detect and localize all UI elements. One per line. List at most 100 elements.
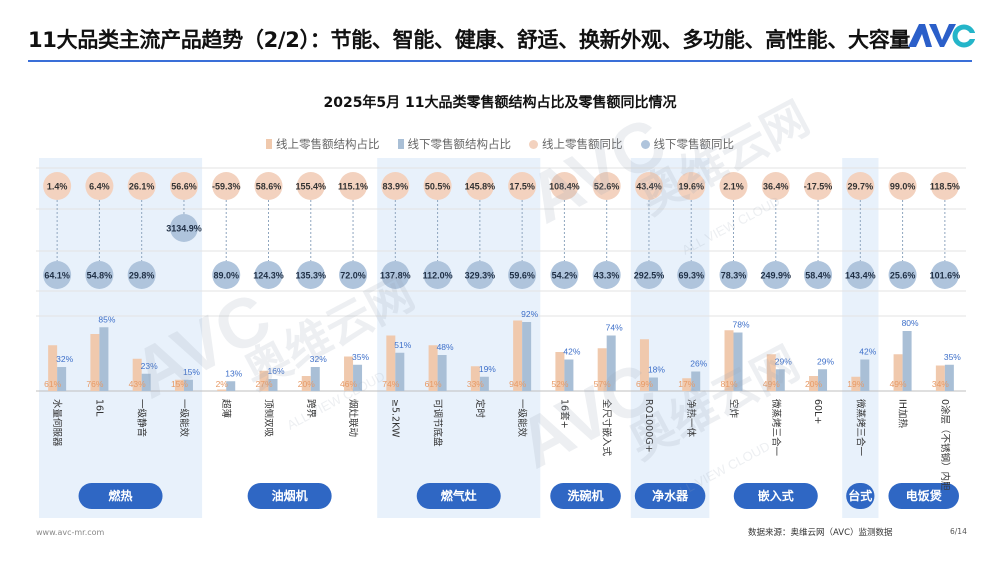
item-label: 顶侧双吸 xyxy=(263,399,275,438)
label-offline-share: 92% xyxy=(521,309,538,319)
label-offline-share: 23% xyxy=(141,361,158,371)
bar-online-share xyxy=(428,345,438,391)
circle-offline-yoy xyxy=(719,261,748,289)
circle-online-yoy xyxy=(761,172,790,200)
group-panel xyxy=(39,158,203,518)
circle-offline-yoy xyxy=(43,261,72,289)
bar-offline-share xyxy=(775,369,785,391)
label-offline-share: 48% xyxy=(437,342,454,352)
label-online-yoy: 26.1% xyxy=(129,182,155,192)
item-label: 可调节底盘 xyxy=(432,399,444,447)
category-button xyxy=(733,483,818,509)
label-offline-share: 13% xyxy=(225,368,242,378)
label-offline-share: 42% xyxy=(563,347,580,357)
bar-offline-share xyxy=(733,332,743,391)
label-offline-share: 74% xyxy=(606,323,623,333)
label-online-yoy: 108.4% xyxy=(549,182,580,192)
bar-offline-share xyxy=(226,381,236,391)
circle-offline-yoy xyxy=(508,261,537,289)
bar-offline-share xyxy=(353,364,363,391)
bar-online-share xyxy=(259,370,269,391)
label-online-yoy: 118.5% xyxy=(930,182,960,192)
label-online-yoy: 19.6% xyxy=(678,182,704,192)
item-label: 16套+ xyxy=(558,399,570,429)
label-offline-share: 19% xyxy=(479,364,496,374)
category-button xyxy=(550,483,621,509)
label-offline-share: 26% xyxy=(690,359,707,369)
label-online-yoy: -17.5% xyxy=(804,182,833,192)
label-online-share: 34% xyxy=(932,379,949,389)
label-offline-yoy: 64.1% xyxy=(44,271,70,281)
label-online-share: 94% xyxy=(509,379,526,389)
label-offline-yoy: 72.0% xyxy=(340,271,366,281)
label-online-yoy: 145.8% xyxy=(465,182,496,192)
circle-offline-yoy xyxy=(254,261,283,289)
label-online-yoy: 1.4% xyxy=(47,182,68,192)
circle-offline-yoy xyxy=(804,261,833,289)
circle-online-yoy xyxy=(677,172,706,200)
legend-swatch-offline-share xyxy=(397,139,404,149)
label-offline-yoy: 292.5% xyxy=(634,271,665,281)
label-offline-share: 18% xyxy=(648,365,665,375)
label-online-share: 69% xyxy=(636,379,653,389)
circle-online-yoy xyxy=(508,172,537,200)
item-label: 水量伺服器 xyxy=(51,399,63,447)
page-number: 6/14 xyxy=(950,527,967,536)
item-label: 一级能效 xyxy=(178,399,190,438)
label-online-share: 20% xyxy=(298,379,315,389)
category-label: 油烟机 xyxy=(272,488,308,503)
label-online-yoy: 99.0% xyxy=(890,182,916,192)
label-offline-yoy: 249.9% xyxy=(761,271,792,281)
legend-label: 线上零售额结构占比 xyxy=(276,137,380,151)
legend-label: 线上零售额同比 xyxy=(542,137,623,151)
circle-offline-yoy xyxy=(846,261,875,289)
label-online-share: 61% xyxy=(425,379,442,389)
category-button xyxy=(888,483,959,509)
legend-label: 线下零售额结构占比 xyxy=(407,137,512,151)
label-online-share: 57% xyxy=(594,379,611,389)
category-button xyxy=(846,483,875,509)
circle-offline-yoy xyxy=(930,261,959,289)
bar-online-share xyxy=(851,376,861,391)
label-online-yoy: 83.9% xyxy=(383,182,409,192)
circle-offline-yoy xyxy=(127,261,156,289)
item-label: 定时 xyxy=(474,399,486,419)
bar-online-share xyxy=(513,320,523,391)
bar-offline-share xyxy=(818,369,828,391)
page-title: 11大品类主流产品趋势（2/2）：节能、智能、健康、舒适、换新外观、多功能、高性… xyxy=(28,28,911,52)
label-offline-yoy: 58.4% xyxy=(805,271,831,281)
item-label: 微蒸烤三合一 xyxy=(854,399,866,457)
item-label: 16L xyxy=(93,399,104,417)
label-offline-share: 51% xyxy=(394,340,411,350)
bar-offline-share xyxy=(691,371,701,391)
circle-offline-yoy xyxy=(423,261,452,289)
bar-online-share xyxy=(344,356,354,391)
bar-offline-share xyxy=(479,376,489,391)
bar-online-share xyxy=(174,379,184,391)
circle-online-yoy xyxy=(339,172,368,200)
header-divider xyxy=(28,60,972,62)
label-online-yoy: 52.6% xyxy=(594,182,620,192)
circle-offline-yoy xyxy=(339,261,368,289)
label-online-share: 52% xyxy=(551,379,568,389)
category-label: 燃热 xyxy=(109,488,133,503)
label-offline-yoy: 137.8% xyxy=(380,271,411,281)
label-online-yoy: 58.6% xyxy=(256,182,282,192)
item-label: 全尺寸嵌入式 xyxy=(601,399,613,457)
circle-online-yoy xyxy=(127,172,156,200)
item-label: 0涂层（不锈钢）内胆 xyxy=(939,399,951,491)
circle-offline-yoy xyxy=(761,261,790,289)
label-online-yoy: 115.1% xyxy=(338,182,368,192)
circle-offline-yoy xyxy=(212,261,241,289)
circle-offline-yoy xyxy=(85,261,114,289)
chart-title: 2025年5月 11大品类零售额结构占比及零售额同比情况 xyxy=(323,95,677,111)
label-online-share: 43% xyxy=(129,379,146,389)
circle-online-yoy xyxy=(169,172,198,200)
label-offline-yoy: 54.8% xyxy=(87,271,113,281)
item-label: ≥5.2KW xyxy=(389,399,400,438)
bar-online-share xyxy=(724,330,734,391)
circle-offline-yoy xyxy=(592,261,621,289)
label-offline-yoy: 112.0% xyxy=(423,271,453,281)
bar-online-share xyxy=(935,365,945,391)
label-online-share: 27% xyxy=(255,379,272,389)
